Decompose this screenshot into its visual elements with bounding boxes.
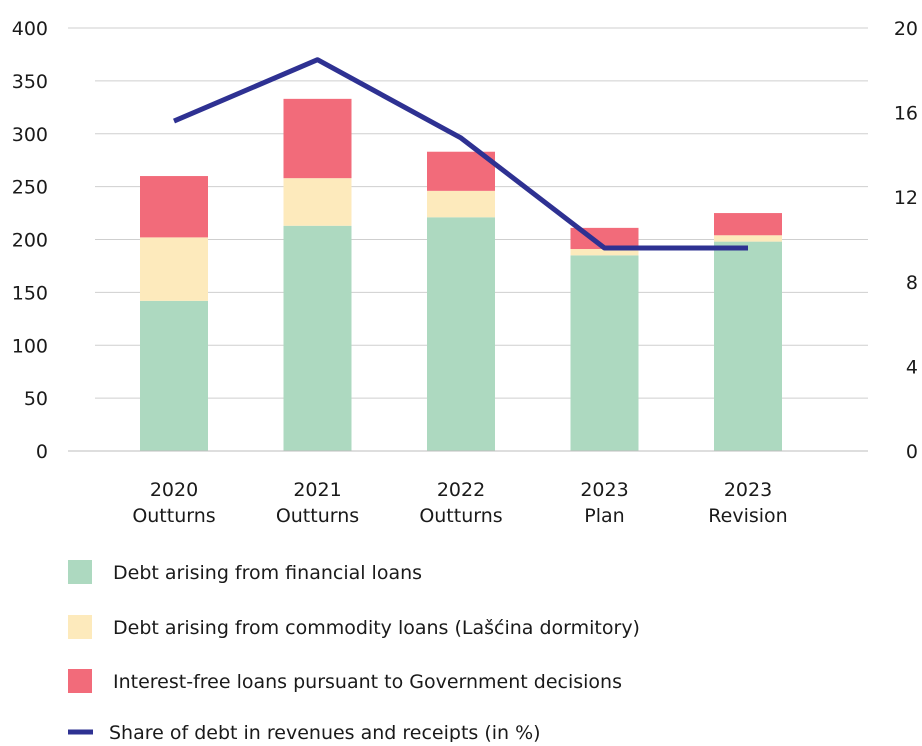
bar-segment-series-1 — [714, 235, 782, 241]
y-left-tick-label: 50 — [24, 388, 48, 410]
bar-segment-series-0 — [571, 255, 639, 451]
y-right-tick-label: 12 — [894, 187, 918, 209]
x-tick-label: Outturns — [276, 505, 359, 527]
bar-segment-series-2 — [714, 213, 782, 235]
y-right-tick-label: 8 — [906, 272, 918, 294]
x-tick-label: Revision — [708, 505, 787, 527]
x-tick-label: Outturns — [132, 505, 215, 527]
x-tick-label: 2020 — [150, 479, 198, 501]
legend-swatch — [68, 669, 92, 693]
x-tick-label: 2023 — [724, 479, 772, 501]
legend-swatch — [68, 615, 92, 639]
bar-segment-series-2 — [140, 176, 208, 237]
x-tick-label: Plan — [584, 505, 624, 527]
x-tick-label: 2021 — [293, 479, 341, 501]
y-right-tick-label: 20 — [894, 18, 918, 40]
y-left-tick-label: 100 — [12, 335, 48, 357]
y-right-tick-label: 4 — [906, 356, 918, 378]
bar-segment-series-0 — [427, 217, 495, 451]
y-left-tick-label: 300 — [12, 124, 48, 146]
y-left-tick-label: 350 — [12, 71, 48, 93]
legend-label: Debt arising from financial loans — [113, 562, 422, 584]
x-tick-label: 2022 — [437, 479, 485, 501]
legend: Debt arising from financial loans Debt ar… — [68, 560, 640, 742]
y-right-tick-label: 0 — [906, 441, 918, 463]
y-left-tick-label: 400 — [12, 18, 48, 40]
x-tick-label: 2023 — [580, 479, 628, 501]
y-left-tick-label: 250 — [12, 177, 48, 199]
legend-label: Debt arising from commodity loans (Lašći… — [113, 617, 640, 639]
legend-label: Share of debt in revenues and receipts (… — [109, 722, 541, 742]
x-tick-label: Outturns — [419, 505, 502, 527]
y-right-tick-label: 16 — [894, 103, 918, 125]
y-left-tick-label: 0 — [36, 441, 48, 463]
bar-segment-series-1 — [284, 178, 352, 226]
legend-label: Interest-free loans pursuant to Governme… — [113, 671, 622, 693]
legend-swatch — [68, 560, 92, 584]
y-left-tick-label: 150 — [12, 282, 48, 304]
y-left-tick-label: 200 — [12, 230, 48, 252]
bar-segment-series-1 — [427, 191, 495, 217]
bar-segment-series-0 — [284, 226, 352, 451]
bar-segment-series-0 — [714, 242, 782, 451]
bar-segment-series-2 — [284, 99, 352, 178]
bar-segment-series-0 — [140, 301, 208, 451]
bar-segment-series-1 — [140, 237, 208, 300]
